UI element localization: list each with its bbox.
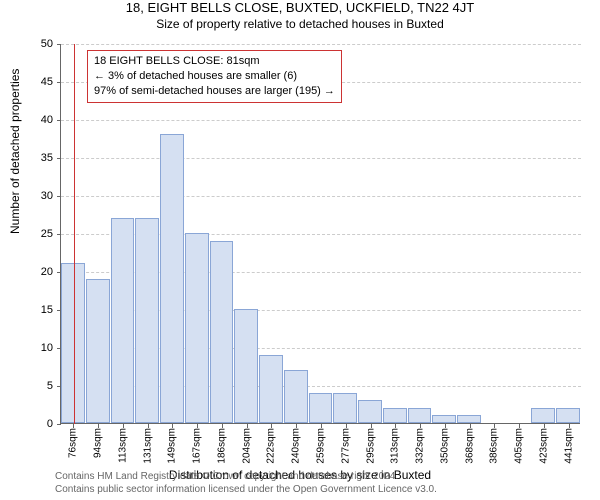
histogram-bar xyxy=(111,218,135,423)
histogram-bar xyxy=(61,263,85,423)
gridline xyxy=(61,196,581,197)
histogram-bar xyxy=(259,355,283,423)
x-tick-label: 277sqm xyxy=(340,428,351,464)
footer-line-1: Contains HM Land Registry data © Crown c… xyxy=(55,471,437,484)
y-tick xyxy=(57,120,61,121)
y-tick xyxy=(57,158,61,159)
y-tick-label: 10 xyxy=(23,342,53,354)
chart-subtitle: Size of property relative to detached ho… xyxy=(0,17,600,31)
x-tick-label: 222sqm xyxy=(266,428,277,464)
x-tick-label: 423sqm xyxy=(538,428,549,464)
x-tick-label: 186sqm xyxy=(216,428,227,464)
histogram-bar xyxy=(556,408,580,423)
x-tick-label: 386sqm xyxy=(489,428,500,464)
gridline xyxy=(61,158,581,159)
histogram-bar xyxy=(135,218,159,423)
annotation-line: 97% of semi-detached houses are larger (… xyxy=(94,84,335,99)
footer-line-2: Contains public sector information licen… xyxy=(55,484,437,497)
annotation-line: 18 EIGHT BELLS CLOSE: 81sqm xyxy=(94,54,335,69)
x-tick-label: 259sqm xyxy=(316,428,327,464)
histogram-bar xyxy=(185,233,209,423)
histogram-bar xyxy=(160,134,184,423)
histogram-bar xyxy=(531,408,555,423)
x-tick-label: 76sqm xyxy=(68,428,79,458)
x-tick-label: 405sqm xyxy=(514,428,525,464)
y-tick-label: 15 xyxy=(23,304,53,316)
histogram-bar xyxy=(432,415,456,423)
x-tick-label: 368sqm xyxy=(464,428,475,464)
y-tick-label: 20 xyxy=(23,266,53,278)
footer-attribution: Contains HM Land Registry data © Crown c… xyxy=(55,471,437,496)
x-tick-label: 441sqm xyxy=(563,428,574,464)
y-tick xyxy=(57,196,61,197)
y-tick-label: 30 xyxy=(23,190,53,202)
y-tick-label: 25 xyxy=(23,228,53,240)
x-tick-label: 94sqm xyxy=(93,428,104,458)
x-tick-label: 167sqm xyxy=(192,428,203,464)
y-tick-label: 40 xyxy=(23,114,53,126)
y-tick-label: 45 xyxy=(23,76,53,88)
x-tick-label: 204sqm xyxy=(241,428,252,464)
histogram-bar xyxy=(234,309,258,423)
x-tick-label: 332sqm xyxy=(415,428,426,464)
chart-plot-area: 0510152025303540455076sqm94sqm113sqm131s… xyxy=(60,44,580,424)
histogram-bar xyxy=(284,370,308,423)
x-tick-label: 131sqm xyxy=(142,428,153,464)
y-tick xyxy=(57,424,61,425)
x-tick-label: 295sqm xyxy=(365,428,376,464)
y-tick xyxy=(57,44,61,45)
histogram-bar xyxy=(383,408,407,423)
plot-region: 0510152025303540455076sqm94sqm113sqm131s… xyxy=(60,44,580,424)
x-tick-label: 313sqm xyxy=(390,428,401,464)
y-tick xyxy=(57,82,61,83)
gridline xyxy=(61,44,581,45)
y-axis-label: Number of detached properties xyxy=(8,69,22,234)
histogram-bar xyxy=(86,279,110,423)
annotation-line: ← 3% of detached houses are smaller (6) xyxy=(94,69,335,84)
y-tick-label: 0 xyxy=(23,418,53,430)
x-tick-label: 350sqm xyxy=(439,428,450,464)
gridline xyxy=(61,120,581,121)
x-tick-label: 149sqm xyxy=(167,428,178,464)
histogram-bar xyxy=(358,400,382,423)
histogram-bar xyxy=(210,241,234,423)
y-tick-label: 5 xyxy=(23,380,53,392)
histogram-bar xyxy=(333,393,357,423)
y-tick-label: 50 xyxy=(23,38,53,50)
histogram-bar xyxy=(408,408,432,423)
histogram-bar xyxy=(457,415,481,423)
x-tick-label: 113sqm xyxy=(117,428,128,463)
property-marker-line xyxy=(74,44,75,424)
y-tick xyxy=(57,234,61,235)
x-tick-label: 240sqm xyxy=(291,428,302,464)
histogram-bar xyxy=(309,393,333,423)
annotation-box: 18 EIGHT BELLS CLOSE: 81sqm← 3% of detac… xyxy=(87,50,342,103)
chart-title: 18, EIGHT BELLS CLOSE, BUXTED, UCKFIELD,… xyxy=(0,0,600,15)
y-tick-label: 35 xyxy=(23,152,53,164)
